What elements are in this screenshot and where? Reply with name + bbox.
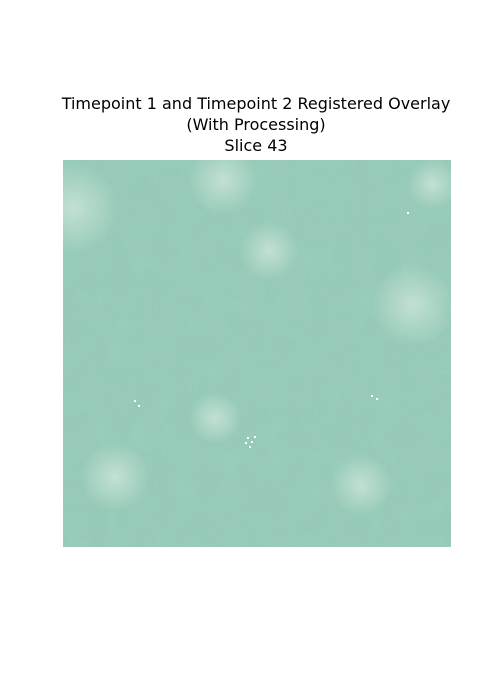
texture-light-patch xyxy=(188,160,258,215)
texture-light-patch xyxy=(80,442,150,512)
texture-light-patch xyxy=(371,263,451,347)
texture-speck xyxy=(245,442,247,444)
title-line-2: (With Processing) xyxy=(186,115,326,134)
texture-light-patch xyxy=(189,392,241,444)
texture-speck xyxy=(371,395,373,397)
texture-speck xyxy=(251,441,253,443)
texture-speck xyxy=(247,437,249,439)
texture-light-patch xyxy=(239,221,299,281)
texture-light-patch xyxy=(63,162,119,254)
overlay-image xyxy=(63,160,451,547)
texture-speck xyxy=(138,405,140,407)
texture-light-patch xyxy=(407,160,451,210)
texture-light-patch xyxy=(330,454,392,516)
figure-title: Timepoint 1 and Timepoint 2 Registered O… xyxy=(0,93,500,156)
texture-speck xyxy=(254,436,256,438)
texture-speck xyxy=(249,446,251,448)
texture-speck xyxy=(376,398,378,400)
texture-speck xyxy=(134,400,136,402)
title-line-3: Slice 43 xyxy=(224,136,288,155)
texture-speck xyxy=(407,212,409,214)
title-line-1: Timepoint 1 and Timepoint 2 Registered O… xyxy=(61,94,451,113)
overlay-texture xyxy=(63,160,451,547)
